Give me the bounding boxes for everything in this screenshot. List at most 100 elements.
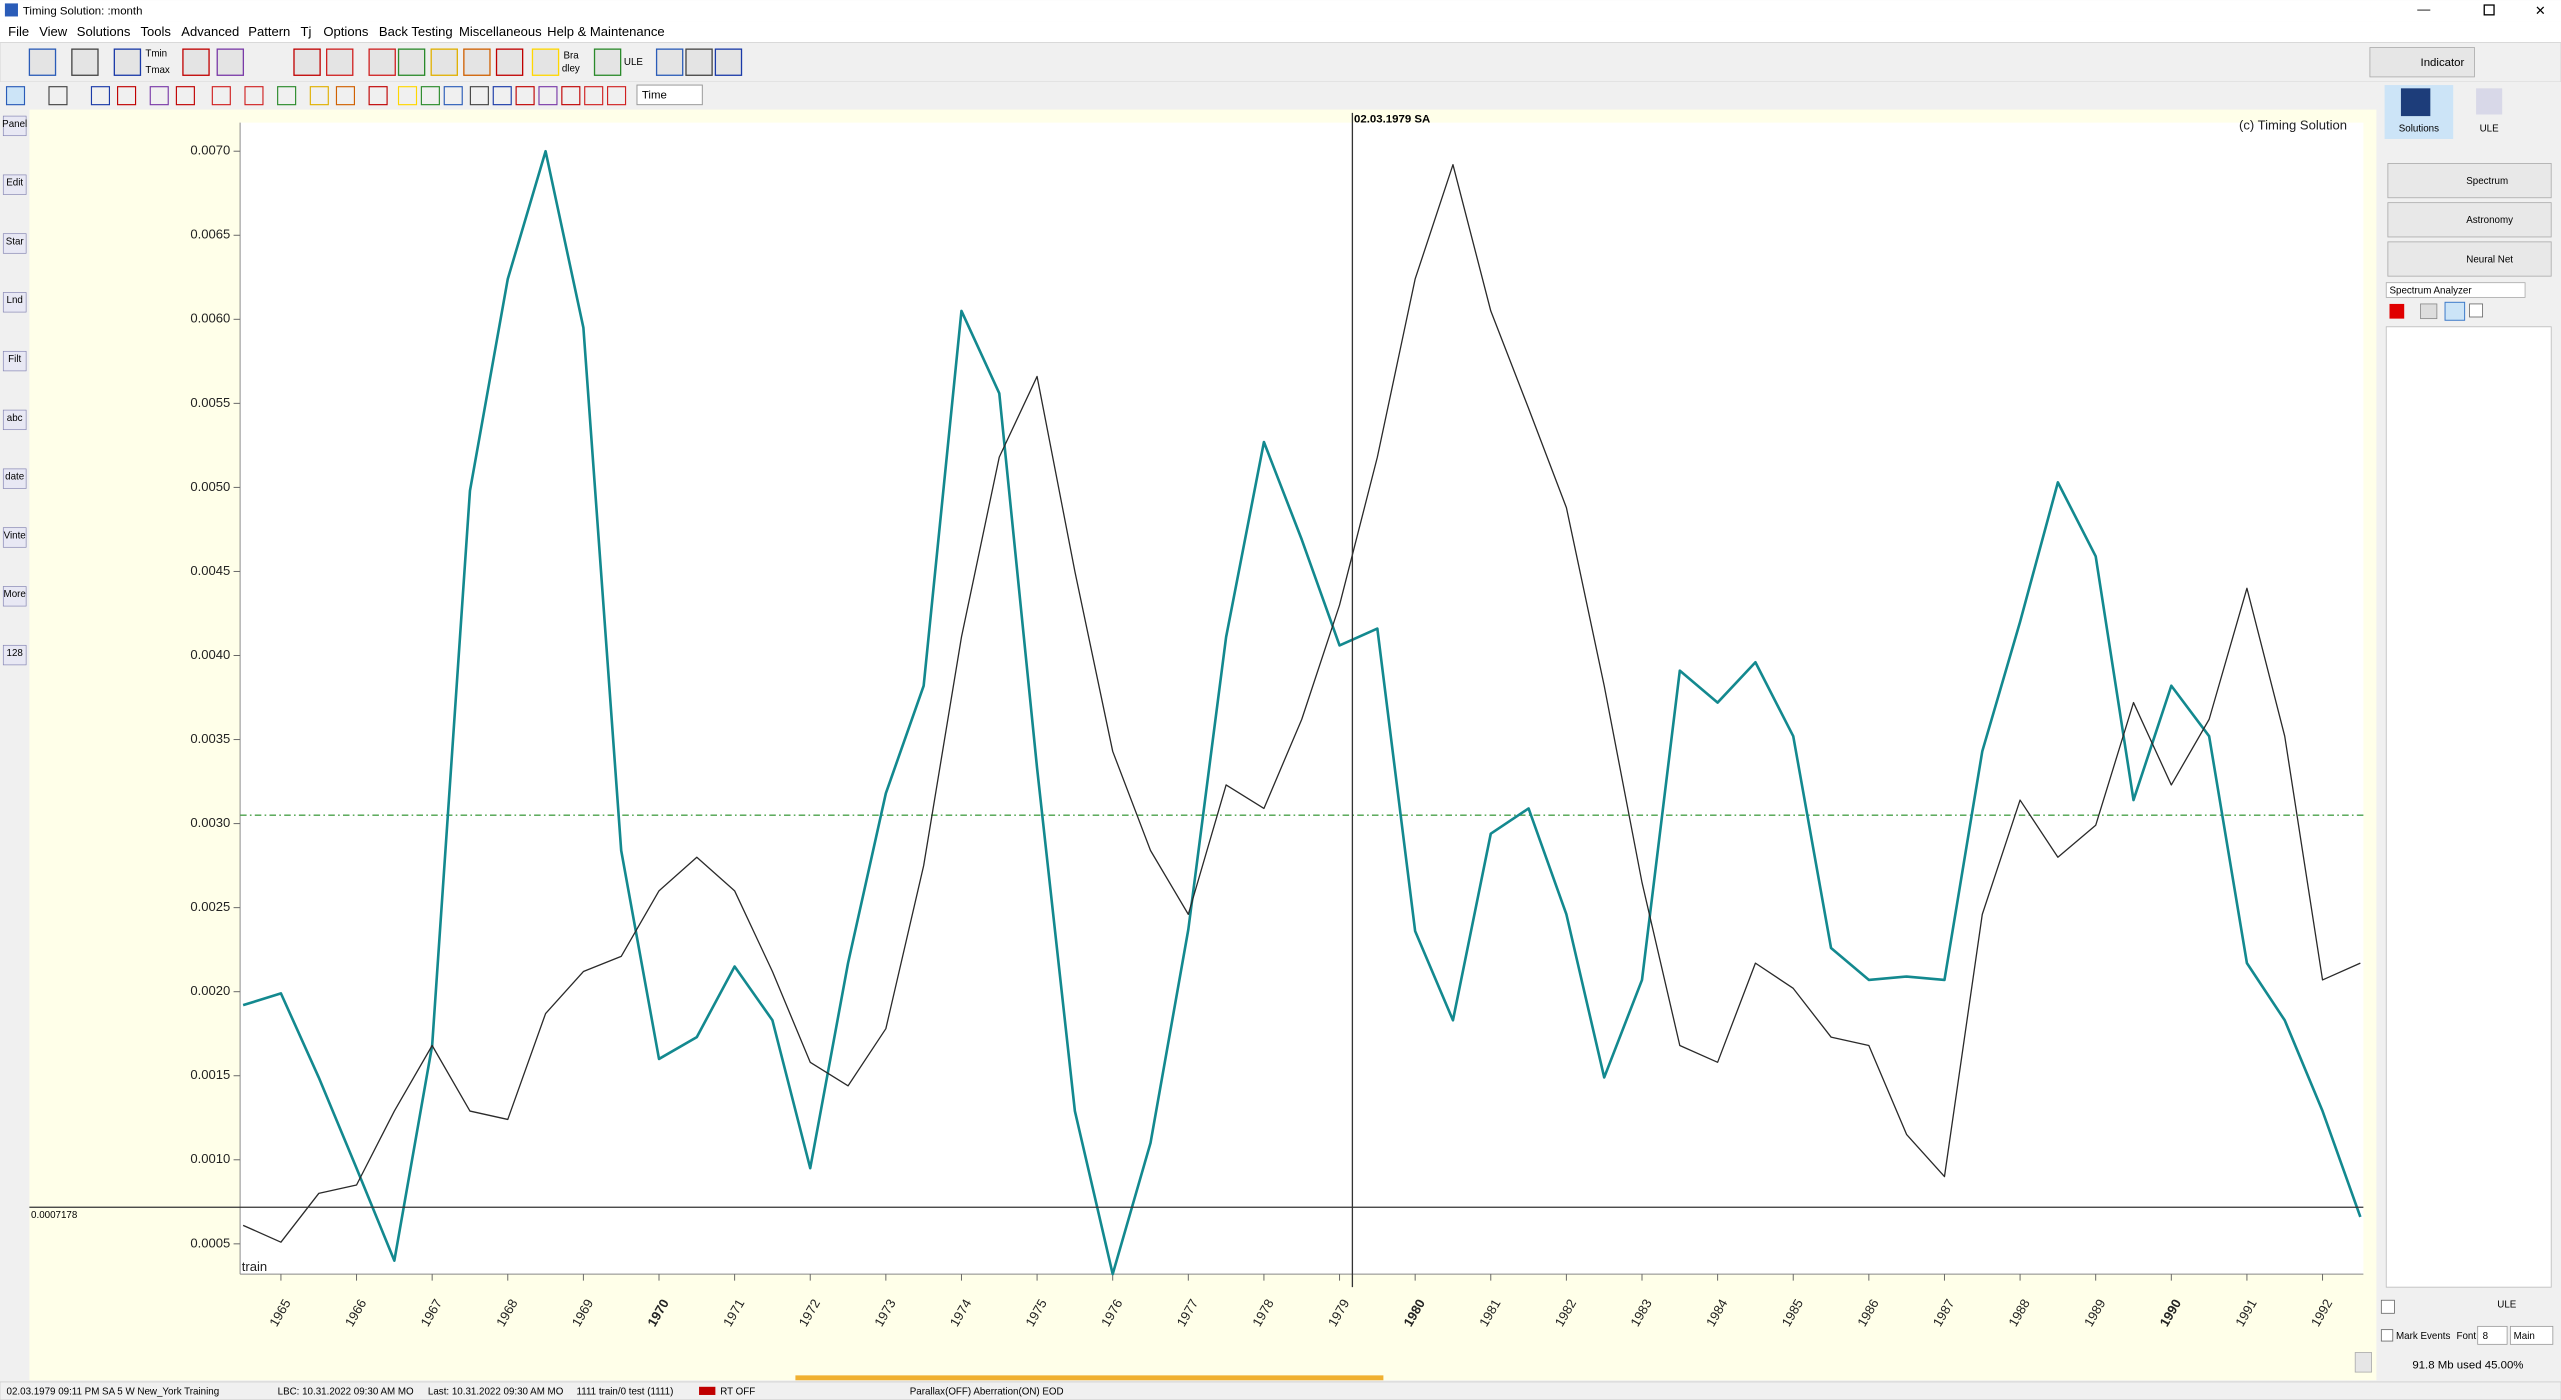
- left-tool-label: Edit: [6, 178, 23, 189]
- toolbar-button[interactable]: [420, 86, 440, 106]
- analyzer-tool[interactable]: [2444, 301, 2466, 321]
- menu-item[interactable]: Back Testing: [379, 24, 453, 39]
- menu-bar: [0, 21, 2561, 43]
- left-tool-button[interactable]: [2, 468, 27, 489]
- time-select[interactable]: [636, 84, 703, 106]
- toolbar-button[interactable]: [397, 48, 426, 76]
- left-tool-button[interactable]: [2, 174, 27, 195]
- tmin-button[interactable]: Tmin: [145, 49, 167, 60]
- left-tool-button[interactable]: [2, 644, 27, 666]
- left-tool-button[interactable]: [2, 409, 27, 431]
- toolbar-button[interactable]: [714, 48, 743, 76]
- toolbar-button[interactable]: [531, 48, 560, 76]
- ule-tab-label[interactable]: ULE: [2480, 124, 2500, 135]
- toolbar-button[interactable]: [584, 86, 604, 106]
- analysis-button-label: Spectrum: [2466, 176, 2508, 187]
- toolbar-button[interactable]: [593, 48, 622, 76]
- copyright: (c) Timing Solution: [2239, 117, 2347, 132]
- toolbar-button[interactable]: [277, 86, 297, 106]
- y-tick-label: 0.0030: [190, 815, 230, 830]
- left-tool-button[interactable]: [2, 527, 27, 548]
- toolbar-button[interactable]: [113, 48, 142, 76]
- bradley-button-2[interactable]: dley: [562, 63, 580, 74]
- toolbar-button[interactable]: [607, 86, 627, 106]
- toolbar-button[interactable]: [443, 86, 463, 106]
- menu-item[interactable]: Solutions: [77, 24, 131, 39]
- toolbar-button[interactable]: [685, 48, 713, 76]
- menu-item[interactable]: Options: [323, 24, 368, 39]
- minimize-button[interactable]: —: [2417, 1, 2431, 16]
- left-tool-button[interactable]: [2, 115, 27, 137]
- toolbar-button[interactable]: [655, 48, 684, 76]
- left-tool-button[interactable]: [2, 586, 27, 607]
- toolbar-button[interactable]: [495, 48, 524, 76]
- toolbar-button[interactable]: [244, 86, 264, 106]
- toolbar-button[interactable]: [293, 48, 321, 76]
- mark-events-checkbox[interactable]: [2380, 1329, 2394, 1342]
- toolbar-button[interactable]: [182, 48, 210, 76]
- toolbar-button[interactable]: [335, 86, 355, 106]
- analysis-button[interactable]: [2387, 241, 2552, 277]
- toolbar-button[interactable]: [469, 86, 489, 106]
- toolbar-button[interactable]: [149, 86, 169, 106]
- left-tool-button[interactable]: [2, 350, 27, 372]
- checkbox[interactable]: [2380, 1299, 2395, 1314]
- analyzer-color[interactable]: [2389, 303, 2405, 319]
- toolbar-button[interactable]: [216, 48, 245, 76]
- toolbar-button[interactable]: [28, 48, 57, 76]
- analysis-button[interactable]: [2387, 202, 2552, 238]
- toolbar-button[interactable]: [561, 86, 581, 106]
- menu-item[interactable]: Miscellaneous: [459, 24, 542, 39]
- toolbar-button[interactable]: [309, 86, 329, 106]
- toolbar-button[interactable]: [368, 48, 396, 76]
- toolbar-button[interactable]: [117, 86, 137, 106]
- left-tool-button[interactable]: [2, 292, 27, 313]
- toolbar-button[interactable]: [5, 86, 26, 106]
- toolbar-button[interactable]: [538, 86, 558, 106]
- menu-item[interactable]: Pattern: [248, 24, 290, 39]
- restore-button[interactable]: [2483, 4, 2495, 16]
- menu-item[interactable]: Tj: [301, 24, 312, 39]
- status-item: Last: 10.31.2022 09:30 AM MO: [428, 1386, 564, 1397]
- toolbar-button[interactable]: [463, 48, 491, 76]
- toolbar-button[interactable]: [326, 48, 354, 76]
- menu-item[interactable]: Help & Maintenance: [547, 24, 665, 39]
- toolbar-icons: [5, 48, 743, 106]
- toolbar-button[interactable]: [90, 86, 111, 106]
- tmax-button[interactable]: Tmax: [145, 65, 170, 76]
- font-size-value: 8: [2483, 1331, 2489, 1342]
- rt-indicator: [699, 1386, 716, 1395]
- close-button[interactable]: ✕: [2535, 3, 2546, 18]
- toolbar-button[interactable]: [175, 86, 195, 106]
- scroll-bar[interactable]: [795, 1375, 1384, 1381]
- indicator-button[interactable]: [2369, 47, 2475, 78]
- left-tool-button[interactable]: [2, 233, 27, 254]
- toolbar-button[interactable]: [515, 86, 535, 106]
- toolbar-button[interactable]: [368, 86, 388, 106]
- toolbar-button[interactable]: [397, 86, 418, 106]
- toolbar-button[interactable]: [430, 48, 458, 76]
- level-label: 0.0007178: [31, 1210, 78, 1221]
- analyzer-checkbox[interactable]: [2469, 303, 2484, 318]
- analyzer-tool[interactable]: [2420, 303, 2438, 320]
- bradley-button[interactable]: Bra: [563, 50, 579, 61]
- toolbar-button[interactable]: [71, 48, 99, 76]
- menu-item[interactable]: Advanced: [181, 24, 239, 39]
- menu-item[interactable]: View: [39, 24, 68, 39]
- y-tick-label: 0.0040: [190, 647, 230, 662]
- ule-label[interactable]: ULE: [2497, 1300, 2517, 1311]
- toolbar-button[interactable]: [48, 86, 68, 106]
- analysis-button[interactable]: [2387, 163, 2552, 199]
- main-select[interactable]: [2509, 1325, 2554, 1345]
- ule-button[interactable]: ULE: [624, 57, 644, 68]
- menu-item[interactable]: Tools: [140, 24, 171, 39]
- menu-item[interactable]: File: [8, 24, 29, 39]
- toolbar-button[interactable]: [211, 86, 231, 106]
- toolbar-button[interactable]: [492, 86, 512, 106]
- y-tick-label: 0.0055: [190, 395, 230, 410]
- font-size-input[interactable]: [2477, 1325, 2508, 1345]
- scroll-button[interactable]: [2354, 1352, 2372, 1373]
- menu-group: File View Solutions Tools Advanced Pattern Tj O…: [8, 24, 664, 39]
- analysis-button-label: Astronomy: [2466, 215, 2513, 226]
